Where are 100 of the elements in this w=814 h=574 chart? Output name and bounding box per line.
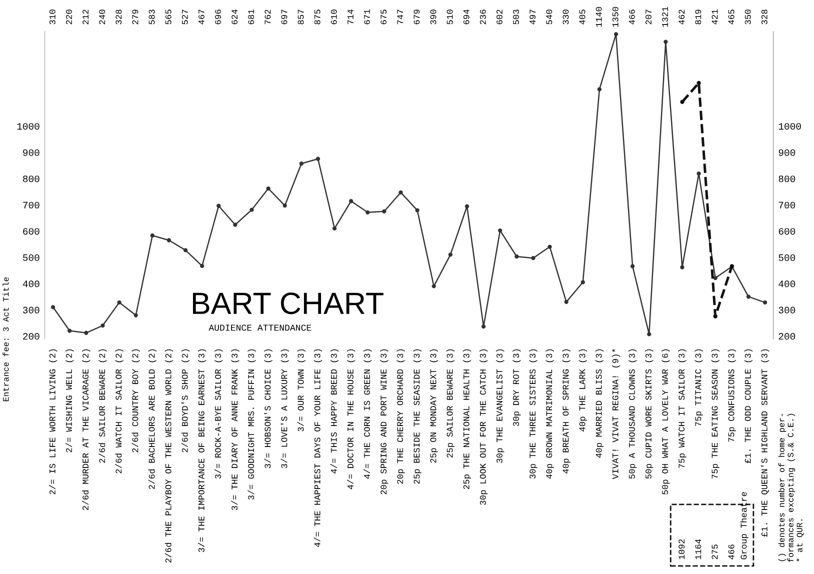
point xyxy=(746,294,751,299)
data-label: 714 xyxy=(348,10,354,24)
x-tick-label: 40p MARRIED BLISS (3) xyxy=(595,349,604,458)
data-label: 465 xyxy=(728,10,734,24)
y2-tick-label: 700 xyxy=(778,202,796,208)
data-label: 1092 xyxy=(678,539,685,560)
point xyxy=(332,226,337,231)
point xyxy=(696,171,701,176)
data-label: 857 xyxy=(298,10,304,24)
data-label: 330 xyxy=(562,10,569,24)
y-tick-label: 600 xyxy=(23,228,40,235)
x-tick-label: 2/6d THE PLAYBOY OF THE WESTERN WORLD (2) xyxy=(164,349,174,563)
point xyxy=(282,204,287,208)
data-label: 527 xyxy=(182,10,188,24)
data-label: 1140 xyxy=(596,7,602,27)
text: Group Theatre xyxy=(740,492,748,560)
data-label: 405 xyxy=(579,10,586,24)
x-tick-label: 3/= ROCK-A-BYE SAILOR (3) xyxy=(214,349,223,479)
point xyxy=(183,248,188,252)
point xyxy=(564,300,568,304)
data-label: 236 xyxy=(480,10,486,24)
point xyxy=(464,204,470,208)
data-label: 679 xyxy=(414,10,420,24)
data-label: 1321 xyxy=(662,6,668,27)
data-label: 540 xyxy=(546,10,552,24)
x-tick-label: 3/= LOVE'S A LUXURY (3) xyxy=(280,349,289,468)
x-tick-label: 40p THE LARK (3) xyxy=(578,349,587,432)
point xyxy=(299,162,304,166)
data-label: 602 xyxy=(496,10,502,24)
data-label: 279 xyxy=(132,10,138,24)
data-label: 675 xyxy=(380,10,387,24)
data-label: 466 xyxy=(728,544,734,560)
x-tick-label: 3/= THE IMPORTANCE OF BEING EARNEST (3) xyxy=(198,349,206,552)
x-tick-label: 4/= THE HAPPIEST DAYS OF YOUR LIFE (3) xyxy=(314,349,322,547)
x-tick-label: 50p A THOUSAND CLOWNS (3) xyxy=(628,349,637,479)
y2-tick-label: 300 xyxy=(778,306,796,314)
point xyxy=(100,323,105,328)
data-label: 462 xyxy=(678,10,685,24)
data-label: 565 xyxy=(165,10,172,24)
point xyxy=(548,244,552,249)
y2-tick-label: 500 xyxy=(778,254,796,261)
x-tick-label: 75p WATCH IT SAILOR (3) xyxy=(678,349,686,468)
point xyxy=(349,199,354,204)
data-label: 421 xyxy=(712,10,718,24)
point xyxy=(233,222,238,227)
data-label: 696 xyxy=(215,10,221,24)
y2-tick-label: 600 xyxy=(778,228,796,235)
data-label: 310 xyxy=(49,10,56,24)
x-tick-label: 3/= GOODNIGHT MRS. PUFFIN (3) xyxy=(248,349,256,500)
text: Entrance fee: 3 Act Title xyxy=(2,277,9,402)
data-label: 671 xyxy=(364,10,370,24)
data-label: 1350 xyxy=(612,7,618,27)
x-tick-label: 2/6d BOYD'S SHOP (2) xyxy=(181,349,190,452)
x-tick-label: £1. THE QUEEN'S HIGHLAND SERVANT (3) xyxy=(760,349,770,537)
point xyxy=(680,100,684,104)
data-label: 467 xyxy=(198,10,204,24)
x-tick-label: 30p DRY ROT (3) xyxy=(512,349,521,426)
data-label: 747 xyxy=(397,10,404,24)
y-tick-label: 700 xyxy=(23,202,40,208)
point xyxy=(415,208,420,212)
point xyxy=(316,156,320,161)
y-tick-label: 500 xyxy=(23,254,40,261)
data-label: 275 xyxy=(712,544,718,560)
point xyxy=(481,324,486,329)
x-tick-label: 3/= THE DIARY OF ANNE FRANK (3) xyxy=(231,349,240,510)
data-label: 819 xyxy=(695,10,702,24)
data-label: 624 xyxy=(232,10,238,24)
y-tick-label: 400 xyxy=(22,280,40,288)
x-tick-label: 4/= DOCTOR IN THE HOUSE (3) xyxy=(347,349,356,490)
point xyxy=(647,332,652,336)
point xyxy=(84,330,88,335)
y2-tick-label: 800 xyxy=(778,176,796,182)
y-tick-label: 900 xyxy=(23,149,40,156)
point xyxy=(597,87,602,92)
point xyxy=(68,328,72,333)
point xyxy=(432,284,436,288)
point xyxy=(614,32,618,36)
data-label: 583 xyxy=(148,10,155,24)
point xyxy=(134,313,138,318)
point xyxy=(713,276,718,280)
data-label: 497 xyxy=(530,10,536,24)
data-label: 510 xyxy=(446,10,453,24)
point xyxy=(166,238,172,242)
data-label: 328 xyxy=(761,10,768,24)
x-tick-label: VIVAT! VIVAT REGINA! (9)* xyxy=(612,348,620,480)
x-tick-label: 4/= THIS HAPPY BREED (3) xyxy=(330,349,339,474)
y-tick-label: 200 xyxy=(23,333,40,340)
x-tick-label: 75p THE EATING SEASON (3) xyxy=(711,349,720,478)
point xyxy=(366,210,370,214)
x-tick-label: 30p LOOK OUT FOR THE CATCH (3) xyxy=(479,349,488,505)
data-label: 328 xyxy=(116,10,122,24)
point xyxy=(498,228,502,233)
y-tick-label: 300 xyxy=(23,306,40,314)
x-tick-label: 50p OH WHAT A LOVELY WAR (6) xyxy=(662,349,670,494)
point xyxy=(117,300,122,305)
x-tick-label: £1. THE ODD COUPLE (3) xyxy=(744,349,753,464)
data-label: 681 xyxy=(248,10,254,24)
x-tick-label: 2/= WISHING WELL (2) xyxy=(66,349,74,452)
point xyxy=(531,256,536,260)
x-tick-label: 2/6d SAILOR BEWARE (2) xyxy=(98,349,107,463)
